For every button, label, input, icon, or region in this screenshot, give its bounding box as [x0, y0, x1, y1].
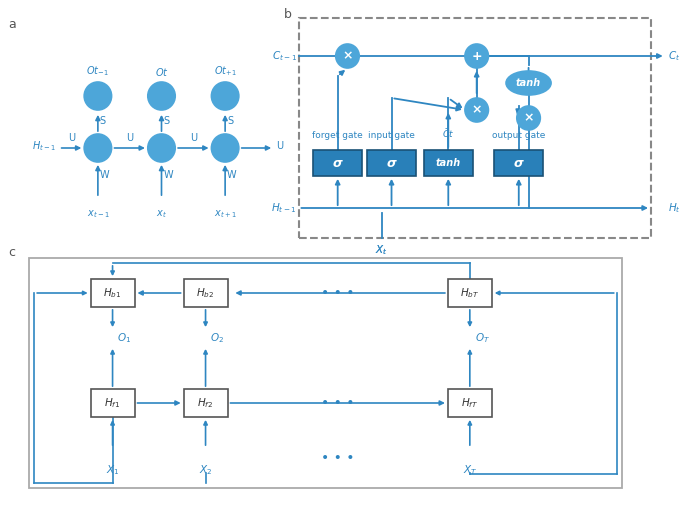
Text: S: S — [227, 116, 233, 126]
Text: σ: σ — [387, 156, 396, 169]
Text: input gate: input gate — [368, 131, 415, 140]
Text: +: + — [471, 50, 482, 63]
Circle shape — [148, 134, 175, 162]
FancyBboxPatch shape — [90, 389, 135, 417]
Text: U: U — [190, 133, 197, 143]
Circle shape — [517, 106, 541, 130]
Text: $H_{fT}$: $H_{fT}$ — [461, 396, 479, 410]
Text: $H_{t-1}$: $H_{t-1}$ — [271, 201, 296, 215]
Text: $x_t$: $x_t$ — [156, 208, 167, 220]
Circle shape — [211, 82, 239, 110]
Circle shape — [465, 98, 488, 122]
Text: U: U — [276, 141, 283, 151]
Text: $C_{t-1}$: $C_{t-1}$ — [271, 49, 296, 63]
Text: ×: × — [342, 50, 353, 63]
Text: U: U — [126, 133, 133, 143]
FancyBboxPatch shape — [184, 389, 228, 417]
Text: tanh: tanh — [436, 158, 461, 168]
Text: ×: × — [471, 104, 482, 117]
Text: $X_2$: $X_2$ — [199, 463, 212, 477]
Text: c: c — [8, 246, 15, 259]
Text: $H_t$: $H_t$ — [668, 201, 680, 215]
Text: $X_t$: $X_t$ — [375, 243, 388, 257]
Text: $H_{f2}$: $H_{f2}$ — [197, 396, 214, 410]
Text: W: W — [227, 170, 237, 180]
Text: ×: × — [524, 111, 534, 124]
Text: $\bar{C}t$: $\bar{C}t$ — [442, 127, 454, 140]
Text: $x_{t-1}$: $x_{t-1}$ — [86, 208, 109, 220]
FancyBboxPatch shape — [424, 150, 473, 176]
Text: $x_{t+1}$: $x_{t+1}$ — [214, 208, 237, 220]
Text: a: a — [8, 18, 16, 31]
Text: • • •: • • • — [321, 451, 354, 465]
Text: $O_1$: $O_1$ — [118, 331, 132, 345]
Text: $Ot_{+1}$: $Ot_{+1}$ — [214, 64, 237, 78]
Text: forget gate: forget gate — [312, 131, 363, 140]
FancyBboxPatch shape — [494, 150, 543, 176]
Text: $H_{t-1}$: $H_{t-1}$ — [32, 139, 56, 153]
Text: • • •: • • • — [321, 286, 354, 300]
Text: W: W — [100, 170, 109, 180]
FancyBboxPatch shape — [313, 150, 362, 176]
Text: $Ot$: $Ot$ — [154, 66, 169, 78]
Circle shape — [211, 134, 239, 162]
FancyBboxPatch shape — [184, 279, 228, 307]
Text: $H_{b2}$: $H_{b2}$ — [197, 286, 215, 300]
FancyBboxPatch shape — [448, 389, 492, 417]
Text: $H_{f1}$: $H_{f1}$ — [105, 396, 121, 410]
FancyBboxPatch shape — [367, 150, 416, 176]
Text: • • •: • • • — [321, 396, 354, 410]
Circle shape — [336, 44, 359, 68]
Text: $O_2$: $O_2$ — [210, 331, 224, 345]
Text: $X_1$: $X_1$ — [106, 463, 119, 477]
FancyBboxPatch shape — [90, 279, 135, 307]
Text: output gate: output gate — [492, 131, 545, 140]
Text: b: b — [284, 8, 292, 21]
FancyBboxPatch shape — [448, 279, 492, 307]
Text: $O_T$: $O_T$ — [475, 331, 490, 345]
Circle shape — [84, 82, 112, 110]
Text: U: U — [68, 133, 75, 143]
Ellipse shape — [506, 71, 551, 95]
Circle shape — [84, 134, 112, 162]
Text: S: S — [100, 116, 106, 126]
Circle shape — [148, 82, 175, 110]
Text: W: W — [163, 170, 173, 180]
Text: S: S — [163, 116, 169, 126]
Text: $H_{bT}$: $H_{bT}$ — [460, 286, 479, 300]
Text: σ: σ — [514, 156, 524, 169]
Text: $Ot_{-1}$: $Ot_{-1}$ — [86, 64, 109, 78]
Text: σ: σ — [333, 156, 343, 169]
Text: $X_t$: $X_t$ — [375, 243, 388, 257]
Text: tanh: tanh — [516, 78, 541, 88]
Text: $H_{b1}$: $H_{b1}$ — [103, 286, 122, 300]
Text: $C_t$: $C_t$ — [668, 49, 680, 63]
Text: $X_T$: $X_T$ — [462, 463, 477, 477]
Circle shape — [465, 44, 488, 68]
